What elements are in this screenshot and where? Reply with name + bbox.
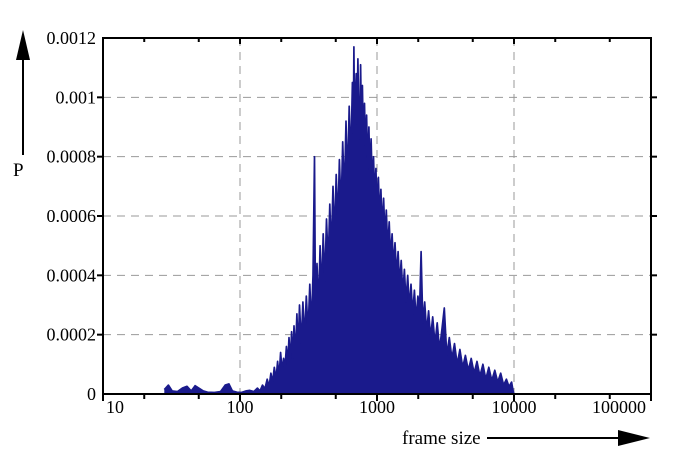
y-tick-label: 0.0006 [47,206,97,226]
plot-area: 10 100 1000 10000 100000 0 0.0002 0.0004 0.0006 0… [47,28,657,417]
y-tick-label: 0 [87,384,96,404]
y-axis-arrow-up-icon [16,30,30,60]
y-tick-label: 0.0012 [47,28,97,48]
x-tick-label: 10000 [492,397,537,417]
x-axis-title-group: frame size [402,428,650,449]
y-tick-label: 0.001 [56,87,97,107]
distribution-line [163,46,515,395]
y-tick-label: 0.0008 [47,147,97,167]
y-tick-label: 0.0004 [47,265,97,285]
x-tick-label: 10 [106,397,124,417]
x-tick-label: 100 [227,397,254,417]
x-tick-label: 1000 [359,397,395,417]
distribution-area [164,46,515,395]
y-axis-title: P [13,160,24,181]
y-axis-title-group: P [13,30,30,181]
x-axis-arrow-right-icon [618,430,650,446]
x-axis-title: frame size [402,428,481,449]
x-tick-label: 100000 [592,397,646,417]
y-tick-label: 0.0002 [47,325,97,345]
